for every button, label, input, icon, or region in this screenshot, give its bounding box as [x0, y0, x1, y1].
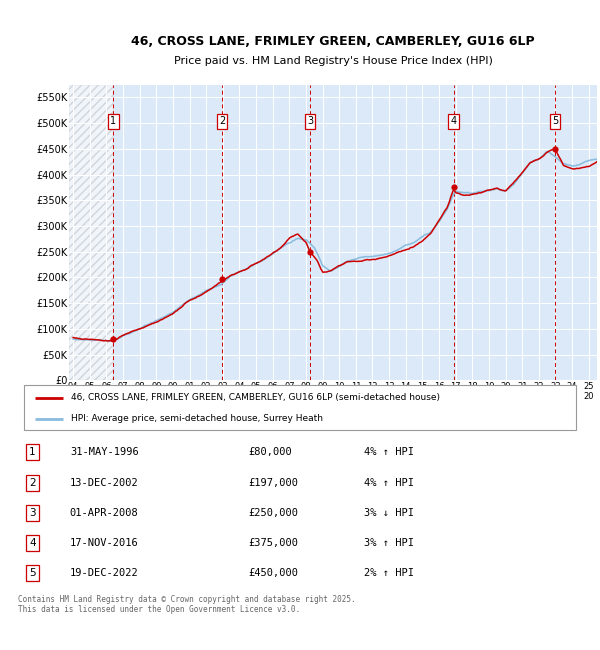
- Text: 3: 3: [307, 116, 313, 127]
- Text: HPI: Average price, semi-detached house, Surrey Heath: HPI: Average price, semi-detached house,…: [71, 415, 323, 423]
- Text: 1: 1: [29, 447, 36, 458]
- Text: Contains HM Land Registry data © Crown copyright and database right 2025.
This d: Contains HM Land Registry data © Crown c…: [18, 595, 356, 614]
- Text: £250,000: £250,000: [248, 508, 298, 518]
- Text: 31-MAY-1996: 31-MAY-1996: [70, 447, 139, 458]
- Text: £375,000: £375,000: [248, 538, 298, 548]
- Text: 2: 2: [219, 116, 225, 127]
- Text: Price paid vs. HM Land Registry's House Price Index (HPI): Price paid vs. HM Land Registry's House …: [173, 56, 493, 66]
- Text: 2: 2: [29, 478, 36, 488]
- Text: £197,000: £197,000: [248, 478, 298, 488]
- Text: 5: 5: [29, 568, 36, 578]
- Text: 3% ↓ HPI: 3% ↓ HPI: [364, 508, 413, 518]
- Text: 17-NOV-2016: 17-NOV-2016: [70, 538, 139, 548]
- Text: 1: 1: [110, 116, 116, 127]
- Text: 46, CROSS LANE, FRIMLEY GREEN, CAMBERLEY, GU16 6LP (semi-detached house): 46, CROSS LANE, FRIMLEY GREEN, CAMBERLEY…: [71, 393, 440, 402]
- FancyBboxPatch shape: [24, 385, 576, 430]
- Text: 3: 3: [29, 508, 36, 518]
- Text: £450,000: £450,000: [248, 568, 298, 578]
- Text: 13-DEC-2002: 13-DEC-2002: [70, 478, 139, 488]
- Text: 4: 4: [29, 538, 36, 548]
- Text: 5: 5: [552, 116, 558, 127]
- Text: 4% ↑ HPI: 4% ↑ HPI: [364, 447, 413, 458]
- Text: 3% ↑ HPI: 3% ↑ HPI: [364, 538, 413, 548]
- Bar: [69, 84, 113, 380]
- Text: 4: 4: [451, 116, 457, 127]
- Text: 19-DEC-2022: 19-DEC-2022: [70, 568, 139, 578]
- Text: £80,000: £80,000: [248, 447, 292, 458]
- Text: 46, CROSS LANE, FRIMLEY GREEN, CAMBERLEY, GU16 6LP: 46, CROSS LANE, FRIMLEY GREEN, CAMBERLEY…: [131, 35, 535, 48]
- Text: 2% ↑ HPI: 2% ↑ HPI: [364, 568, 413, 578]
- Text: 4% ↑ HPI: 4% ↑ HPI: [364, 478, 413, 488]
- Text: 01-APR-2008: 01-APR-2008: [70, 508, 139, 518]
